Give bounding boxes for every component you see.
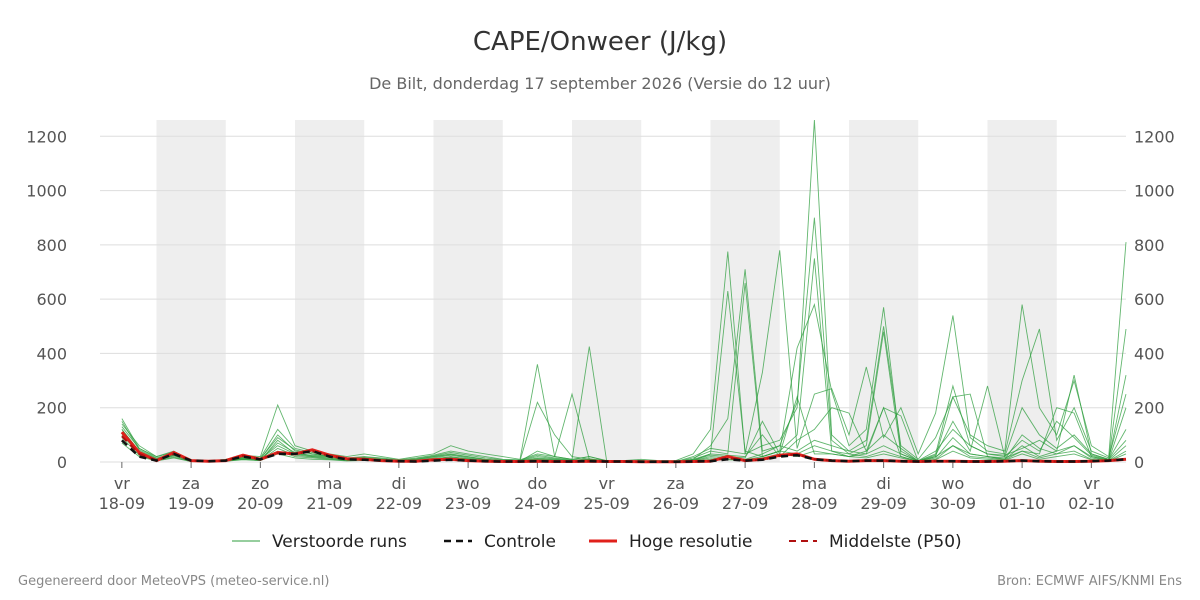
y-tick-label: 1000 xyxy=(1134,182,1175,201)
y-tick-label: 200 xyxy=(1134,399,1165,418)
x-tick-date: 23-09 xyxy=(445,494,492,513)
x-tick-date: 24-09 xyxy=(514,494,561,513)
legend: Verstoorde runs Controle Hoge resolutie Mid… xyxy=(232,532,962,552)
x-tick-day: za xyxy=(182,474,200,493)
day-band xyxy=(156,120,226,462)
y-tick-label: 1200 xyxy=(1134,127,1175,146)
x-tick-date: 28-09 xyxy=(791,494,838,513)
x-tick-date: 18-09 xyxy=(99,494,146,513)
x-tick-day: di xyxy=(392,474,407,493)
x-tick-day: ma xyxy=(802,474,827,493)
x-tick-date: 29-09 xyxy=(860,494,907,513)
x-tick-date: 30-09 xyxy=(930,494,977,513)
legend-label-ensemble: Verstoorde runs xyxy=(272,532,407,552)
x-tick-day: wo xyxy=(941,474,964,493)
x-tick-date: 19-09 xyxy=(168,494,215,513)
x-tick-day: di xyxy=(876,474,891,493)
x-tick-day: za xyxy=(667,474,685,493)
y-axis-left: 0 200 400 600 800 1000 1200 xyxy=(26,127,67,472)
y-tick-label: 200 xyxy=(36,399,67,418)
x-tick-day: vr xyxy=(1083,474,1099,493)
x-tick-day: zo xyxy=(251,474,269,493)
median-line xyxy=(121,435,1127,463)
y-tick-label: 600 xyxy=(1134,290,1165,309)
footer-generated: Gegenereerd door MeteoVPS (meteo-service… xyxy=(18,574,329,589)
x-axis: vr18-09za19-09zo20-09ma21-09di22-09wo23-… xyxy=(99,462,1115,513)
x-tick-date: 01-10 xyxy=(999,494,1046,513)
y-tick-label: 800 xyxy=(36,236,67,255)
day-band xyxy=(848,120,919,462)
day-band xyxy=(710,120,780,462)
x-tick-date: 22-09 xyxy=(376,494,423,513)
weekend-bands xyxy=(156,120,1057,462)
legend-label-hires: Hoge resolutie xyxy=(629,532,753,552)
y-tick-label: 600 xyxy=(36,290,67,309)
y-tick-label: 400 xyxy=(36,344,67,363)
day-band xyxy=(294,120,365,462)
grid-lines xyxy=(100,135,1126,463)
y-tick-label: 400 xyxy=(1134,344,1165,363)
x-tick-day: do xyxy=(527,474,547,493)
legend-label-control: Controle xyxy=(484,532,556,552)
x-tick-date: 27-09 xyxy=(722,494,769,513)
x-tick-date: 20-09 xyxy=(237,494,284,513)
y-tick-label: 800 xyxy=(1134,236,1165,255)
x-tick-day: do xyxy=(1012,474,1032,493)
day-band xyxy=(571,120,642,462)
y-tick-label: 1200 xyxy=(26,127,67,146)
series-group xyxy=(120,119,1127,464)
y-tick-label: 1000 xyxy=(26,182,67,201)
legend-label-median: Middelste (P50) xyxy=(829,532,962,552)
chart-subtitle: De Bilt, donderdag 17 september 2026 (Ve… xyxy=(369,74,831,93)
x-tick-date: 02-10 xyxy=(1068,494,1115,513)
day-band xyxy=(433,120,503,462)
x-tick-day: vr xyxy=(599,474,615,493)
x-tick-day: vr xyxy=(114,474,130,493)
y-axis-right: 0 200 400 600 800 1000 1200 xyxy=(1134,127,1175,472)
x-tick-date: 21-09 xyxy=(306,494,353,513)
day-band xyxy=(987,120,1057,462)
y-tick-label: 0 xyxy=(57,453,67,472)
x-tick-day: zo xyxy=(736,474,754,493)
chart-title: CAPE/Onweer (J/kg) xyxy=(473,27,727,57)
footer-source: Bron: ECMWF AIFS/KNMI Ens xyxy=(997,574,1182,589)
x-tick-day: ma xyxy=(317,474,342,493)
x-tick-date: 25-09 xyxy=(583,494,630,513)
x-tick-day: wo xyxy=(457,474,480,493)
y-tick-label: 0 xyxy=(1134,453,1144,472)
x-tick-date: 26-09 xyxy=(653,494,700,513)
